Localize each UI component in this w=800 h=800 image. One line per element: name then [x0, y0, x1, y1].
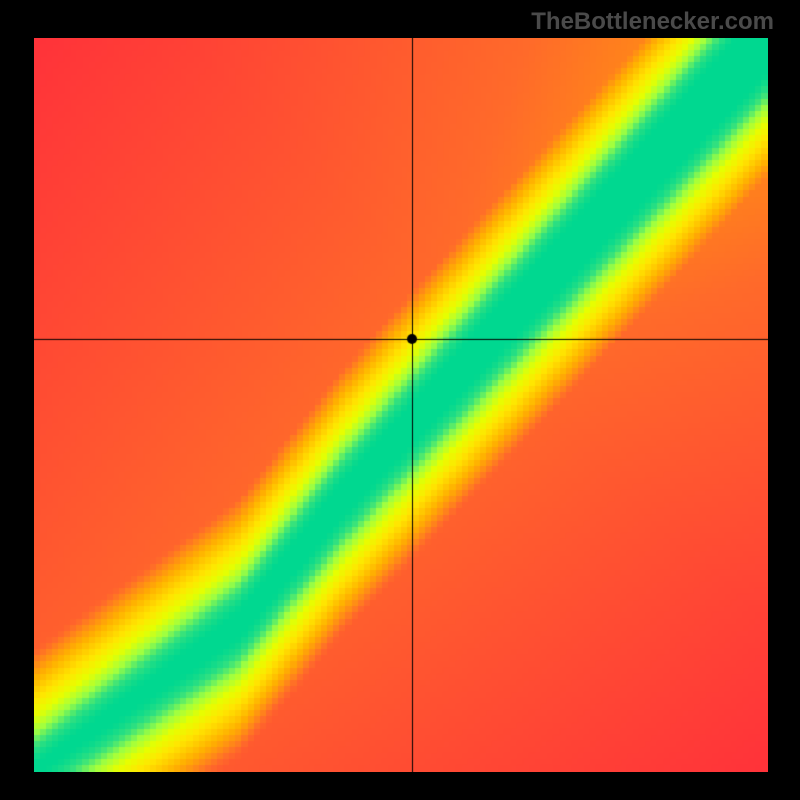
watermark-text: TheBottlenecker.com	[531, 8, 774, 36]
plot-area	[34, 38, 768, 772]
heatmap-canvas	[34, 38, 768, 772]
